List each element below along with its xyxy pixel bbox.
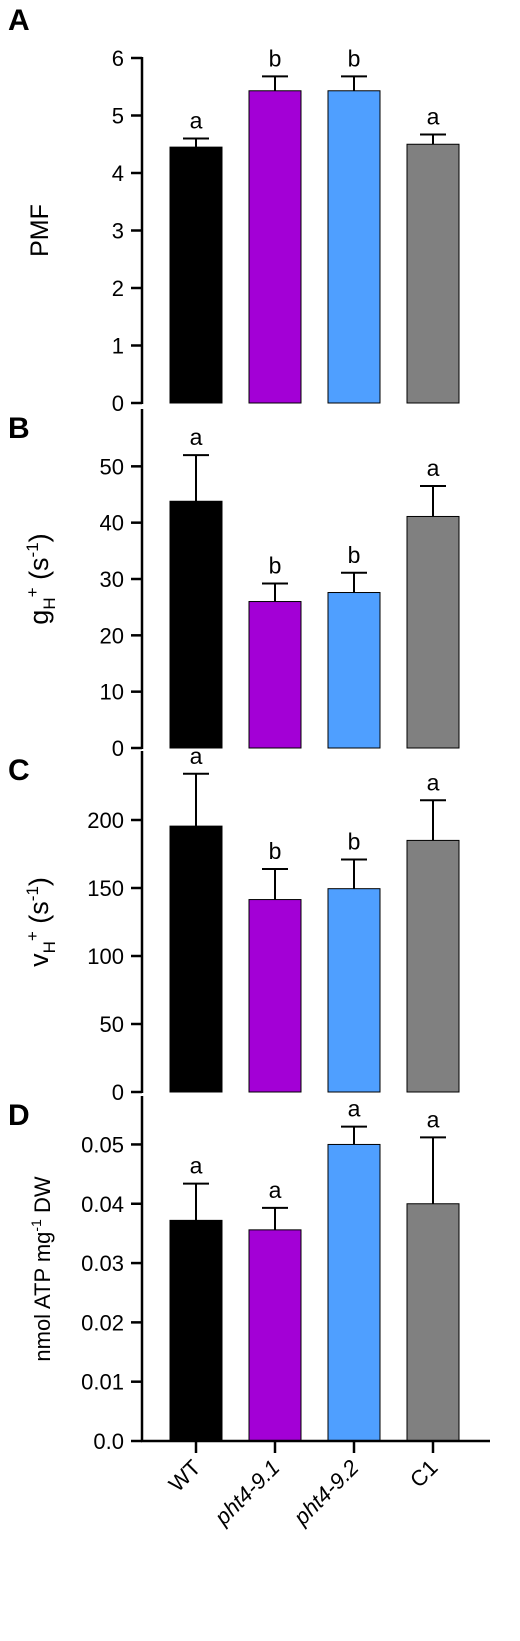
bar-3: [327, 90, 381, 404]
y-tick-label: 150: [87, 876, 124, 901]
y-tick-label: 4: [112, 161, 124, 186]
y-tick-label: 0: [112, 736, 124, 761]
panel-letter: B: [8, 412, 30, 445]
bar-1: [169, 825, 223, 1093]
significance-label: b: [269, 838, 282, 864]
bar-3: [327, 592, 381, 749]
bar-3: [327, 1143, 381, 1442]
y-tick-label: 2: [112, 276, 124, 301]
significance-label: b: [348, 542, 361, 568]
panel-a: A 0 1 2 3 4 5 6 PMF a b b a: [8, 4, 460, 416]
significance-label: b: [348, 828, 361, 854]
significance-label: a: [190, 424, 203, 450]
panel-d: D 0.0 0.01 0.02 0.03 0.04 0.05 nmol ATP mg-1 DW…: [8, 1096, 460, 1454]
significance-label: b: [269, 553, 282, 579]
panel-letter: A: [8, 4, 30, 37]
y-tick-label: 3: [112, 219, 124, 244]
y-tick-label: 0.05: [81, 1132, 124, 1157]
significance-label: a: [427, 1106, 440, 1132]
bar-4: [406, 143, 460, 404]
significance-label: a: [348, 1096, 361, 1122]
panel-letter: D: [8, 1099, 30, 1132]
panel-letter: C: [8, 754, 30, 787]
bar-1: [169, 500, 223, 749]
significance-label: b: [348, 45, 361, 71]
bar-3: [327, 888, 381, 1093]
y-tick-label: 0.02: [81, 1310, 124, 1335]
y-tick-label: 200: [87, 808, 124, 833]
bar-1: [169, 1219, 223, 1442]
bar-2: [248, 899, 302, 1093]
bar-4: [406, 515, 460, 749]
y-tick-label: 20: [100, 623, 124, 648]
y-axis-label: PMF: [26, 204, 54, 257]
y-tick-label: 5: [112, 104, 124, 129]
significance-label: a: [427, 455, 440, 481]
panel-b: B 0 10 20 30 40 50 gH+ (s-1) a b b a: [8, 409, 460, 761]
y-tick-label: 50: [100, 1012, 124, 1037]
x-tick-label: C1: [405, 1455, 443, 1493]
bar-4: [406, 1203, 460, 1442]
significance-label: a: [427, 769, 440, 795]
y-tick-label: 1: [112, 334, 124, 359]
y-tick-label: 40: [100, 511, 124, 536]
bar-1: [169, 146, 223, 404]
significance-label: a: [190, 108, 203, 134]
bar-2: [248, 601, 302, 749]
y-tick-label: 0.03: [81, 1251, 124, 1276]
panel-c: C 0 50 100 150 200 vH+ (s-1) a b b a: [8, 743, 460, 1105]
y-tick-label: 0: [112, 391, 124, 416]
y-tick-label: 0.0: [93, 1429, 124, 1454]
bar-2: [248, 1229, 302, 1442]
significance-label: a: [269, 1177, 282, 1203]
bar-2: [248, 90, 302, 404]
y-tick-label: 100: [87, 944, 124, 969]
y-axis-label: gH+ (s-1): [23, 533, 59, 624]
y-axis-label: vH+ (s-1): [23, 877, 59, 967]
significance-label: a: [190, 743, 203, 769]
y-tick-label: 30: [100, 567, 124, 592]
y-tick-label: 6: [112, 46, 124, 71]
y-tick-label: 0.01: [81, 1370, 124, 1395]
y-tick-label: 50: [100, 454, 124, 479]
x-tick-label: pht4-9.2: [288, 1455, 363, 1530]
y-tick-label: 0.04: [81, 1192, 124, 1217]
y-tick-label: 10: [100, 680, 124, 705]
y-tick-label: 0: [112, 1080, 124, 1105]
y-axis-label: nmol ATP mg-1 DW: [28, 1176, 55, 1361]
significance-label: a: [427, 103, 440, 129]
significance-label: a: [190, 1153, 203, 1179]
x-axis: WT pht4-9.1 pht4-9.2 C1: [141, 1439, 490, 1530]
significance-label: b: [269, 45, 282, 71]
x-tick-label: WT: [164, 1455, 206, 1497]
x-tick-label: pht4-9.1: [209, 1455, 284, 1530]
bar-4: [406, 839, 460, 1093]
